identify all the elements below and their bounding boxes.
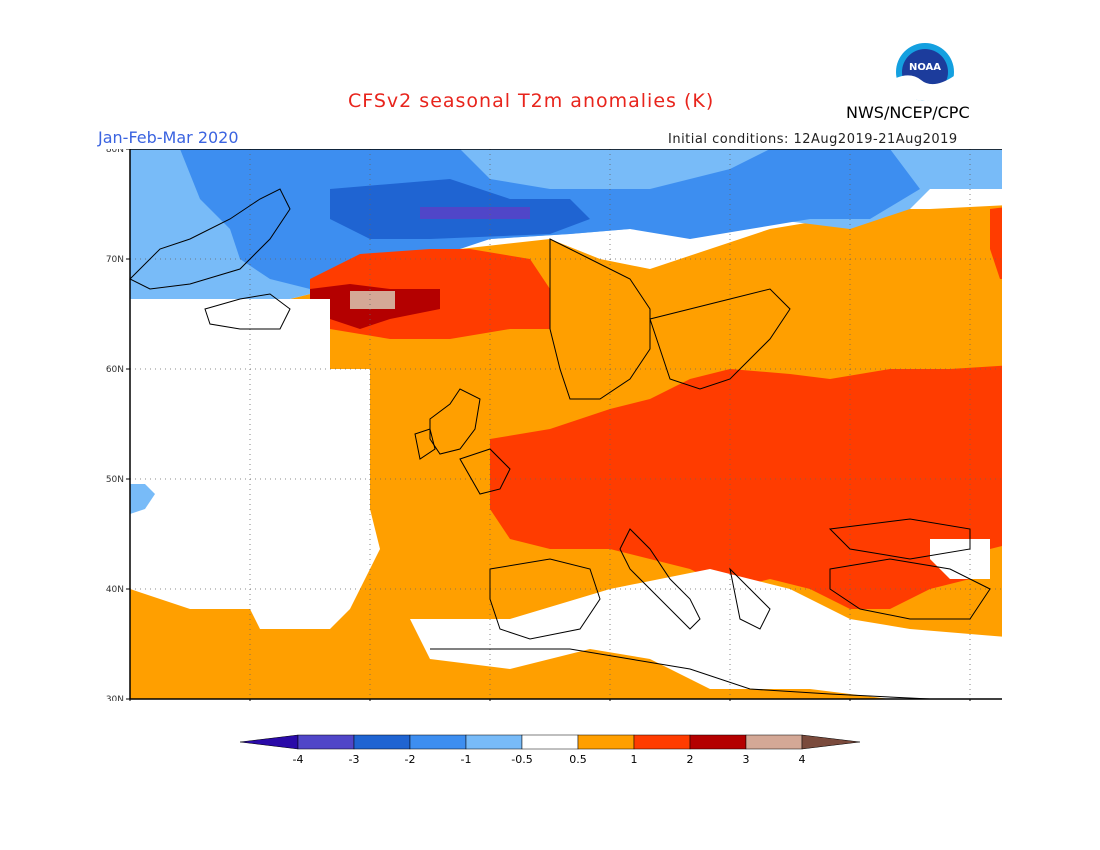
coastline-path xyxy=(489,558,601,640)
colorbar-boxes xyxy=(239,734,861,750)
map-frame xyxy=(129,149,1002,700)
lat-label: 70N xyxy=(106,255,124,265)
map-title: CFSv2 seasonal T2m anomalies (K) xyxy=(348,90,715,112)
colorbar-tick-label: 3 xyxy=(743,753,750,766)
colorbar-box xyxy=(745,734,803,750)
coastline-path xyxy=(459,448,511,495)
lat-label: 30N xyxy=(106,695,124,701)
anomaly-fields xyxy=(130,149,1002,699)
lat-label: 60N xyxy=(106,365,124,375)
anomaly-region xyxy=(490,365,1002,609)
colorbar-box xyxy=(465,734,523,750)
coastlines xyxy=(129,188,991,700)
noaa-logo-text: NOAA xyxy=(909,62,941,73)
anomaly-region xyxy=(350,291,395,309)
colorbar-box xyxy=(689,734,747,750)
lat-label: 40N xyxy=(106,585,124,595)
colorbar-left-arrow xyxy=(239,734,299,750)
noaa-logo-icon: NOAA xyxy=(896,43,954,102)
colorbar-tick-label: 4 xyxy=(799,753,806,766)
colorbar-box xyxy=(297,734,355,750)
neutral-region xyxy=(410,569,1002,699)
initial-conditions: Initial conditions: 12Aug2019-21Aug2019 xyxy=(668,132,958,147)
colorbar-tick-label: 1 xyxy=(631,753,638,766)
anomaly-region xyxy=(130,484,155,514)
lat-label: 80N xyxy=(106,149,124,155)
coastline-path xyxy=(828,518,971,560)
colorbar-tick-label: -1 xyxy=(461,753,472,766)
axis-ticks: 80N70N60N50N40N30N30W20W10W010E20E30E40E xyxy=(106,149,971,701)
anomaly-region xyxy=(420,207,530,219)
colorbar-tick-label: 0.5 xyxy=(569,753,587,766)
forecast-period: Jan-Feb-Mar 2020 xyxy=(98,128,239,147)
colorbar-tick-label: -0.5 xyxy=(511,753,532,766)
coastline-path xyxy=(204,293,291,330)
anomaly-region xyxy=(990,207,1002,279)
anomaly-map: 80N70N60N50N40N30N30W20W10W010E20E30E40E xyxy=(106,149,1002,701)
coastline-path xyxy=(549,238,651,400)
colorbar: -4 -3 -2 -1 -0.5 0.5 1 2 3 4 xyxy=(239,734,861,766)
agency-label: NWS/NCEP/CPC xyxy=(846,103,970,122)
coastline-path xyxy=(619,528,701,630)
lat-label: 50N xyxy=(106,475,124,485)
colorbar-tick-label: -4 xyxy=(293,753,304,766)
coastline-path xyxy=(129,188,291,290)
coastline-path xyxy=(649,288,791,390)
colorbar-right-arrow xyxy=(801,734,861,750)
colorbar-tick-label: -3 xyxy=(349,753,360,766)
coastline-path xyxy=(430,648,931,700)
neutral-region xyxy=(930,539,990,579)
coastline-path xyxy=(414,428,436,460)
coastline-path xyxy=(729,567,771,630)
coastline-path xyxy=(829,558,991,620)
graticule xyxy=(130,149,1002,699)
colorbar-box xyxy=(521,734,579,750)
colorbar-box xyxy=(409,734,467,750)
colorbar-box xyxy=(353,734,411,750)
neutral-region xyxy=(130,299,330,389)
anomaly-region xyxy=(790,319,850,359)
colorbar-tick-label: -2 xyxy=(405,753,416,766)
colorbar-box xyxy=(577,734,635,750)
colorbar-tick-label: 2 xyxy=(687,753,694,766)
colorbar-labels: -4 -3 -2 -1 -0.5 0.5 1 2 3 4 xyxy=(293,753,806,766)
colorbar-box xyxy=(633,734,691,750)
